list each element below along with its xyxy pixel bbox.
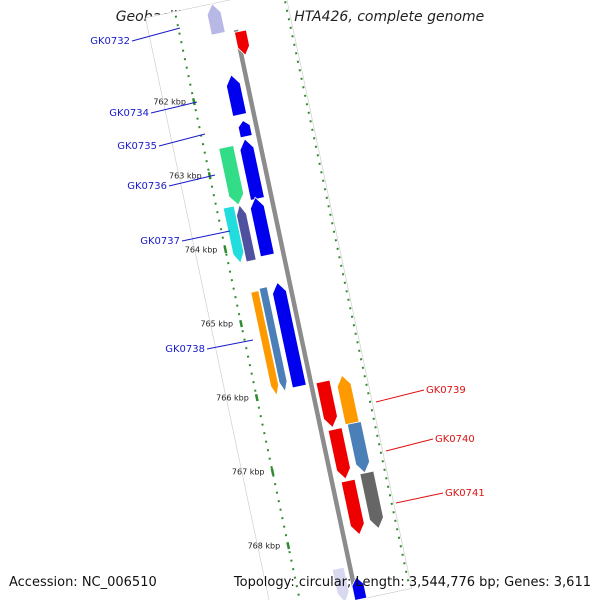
gene-block-gk0734[interactable]	[224, 73, 248, 117]
leader-line-gk0734	[150, 101, 198, 114]
gene-label-gk0736[interactable]: GK0736	[127, 181, 167, 192]
leader-line-gk0735	[158, 133, 206, 147]
kbp-tick-765	[239, 319, 244, 328]
gene-block-gk0736-blue[interactable]	[238, 137, 265, 201]
kbp-tick-label-762: 762 kbp	[153, 98, 186, 107]
kbp-tick-label-766: 766 kbp	[216, 394, 249, 403]
gene-block-gk0737-blue[interactable]	[248, 196, 275, 258]
leader-line-gk0738	[206, 339, 254, 350]
kbp-tick-label-763: 763 kbp	[169, 172, 202, 181]
gene-label-gk0735[interactable]: GK0735	[117, 141, 157, 152]
gene-block-gk0739[interactable]	[335, 374, 360, 426]
gene-block-gk0738-blue[interactable]	[270, 281, 307, 389]
kbp-tick-763	[207, 171, 212, 180]
kbp-tick-label-768: 768 kbp	[248, 542, 281, 551]
gene-block-gk0741[interactable]	[359, 470, 386, 530]
gene-label-gk0740[interactable]: GK0740	[435, 434, 475, 445]
topology-label: Topology: circular; Length: 3,544,776 bp…	[233, 575, 591, 590]
gene-block-gk0738[interactable]	[250, 290, 281, 397]
gene-label-gk0737[interactable]: GK0737	[140, 236, 180, 247]
gene-block-red-1[interactable]	[315, 379, 339, 429]
kbp-tick-label-764: 764 kbp	[185, 246, 218, 255]
leader-line-gk0732	[131, 27, 181, 42]
gene-block-gk0735[interactable]	[237, 119, 253, 139]
leader-line-gk0741	[395, 492, 444, 504]
gene-block-gk0740[interactable]	[346, 421, 371, 474]
gene-label-gk0739[interactable]: GK0739	[426, 385, 466, 396]
kbp-tick-766	[254, 393, 259, 402]
kbp-tick-762	[192, 97, 196, 106]
gene-block-red-2[interactable]	[327, 427, 352, 481]
gene-block-gk0732[interactable]	[205, 2, 226, 36]
leader-line-gk0739	[375, 389, 425, 403]
gene-block-bottom-light[interactable]	[331, 566, 351, 600]
accession-label: Accession: NC_006510	[9, 575, 157, 590]
gene-label-gk0741[interactable]: GK0741	[445, 488, 485, 499]
gene-block-gk0736[interactable]	[218, 145, 246, 207]
kbp-tick-768	[286, 541, 291, 550]
gene-label-gk0734[interactable]: GK0734	[109, 108, 149, 119]
gene-block-red-3[interactable]	[340, 478, 366, 536]
gene-block-gk0738-steel[interactable]	[258, 286, 289, 393]
kbp-tick-label-765: 765 kbp	[200, 320, 233, 329]
leader-line-gk0737	[181, 230, 231, 242]
gene-block-gk0737-slate[interactable]	[234, 203, 257, 263]
leader-line-gk0740	[385, 438, 434, 452]
kbp-tick-767	[270, 467, 275, 476]
leader-line-gk0736	[168, 174, 216, 187]
gene-block-gk0737[interactable]	[222, 205, 246, 264]
kbp-tick-764	[223, 245, 228, 254]
gene-block-red-top[interactable]	[233, 29, 251, 56]
gene-block-bottom-blue[interactable]	[350, 576, 368, 600]
gene-label-gk0738[interactable]: GK0738	[165, 344, 205, 355]
genome-backbone	[233, 29, 360, 600]
gene-label-gk0732[interactable]: GK0732	[90, 36, 130, 47]
kbp-tick-label-767: 767 kbp	[232, 468, 265, 477]
